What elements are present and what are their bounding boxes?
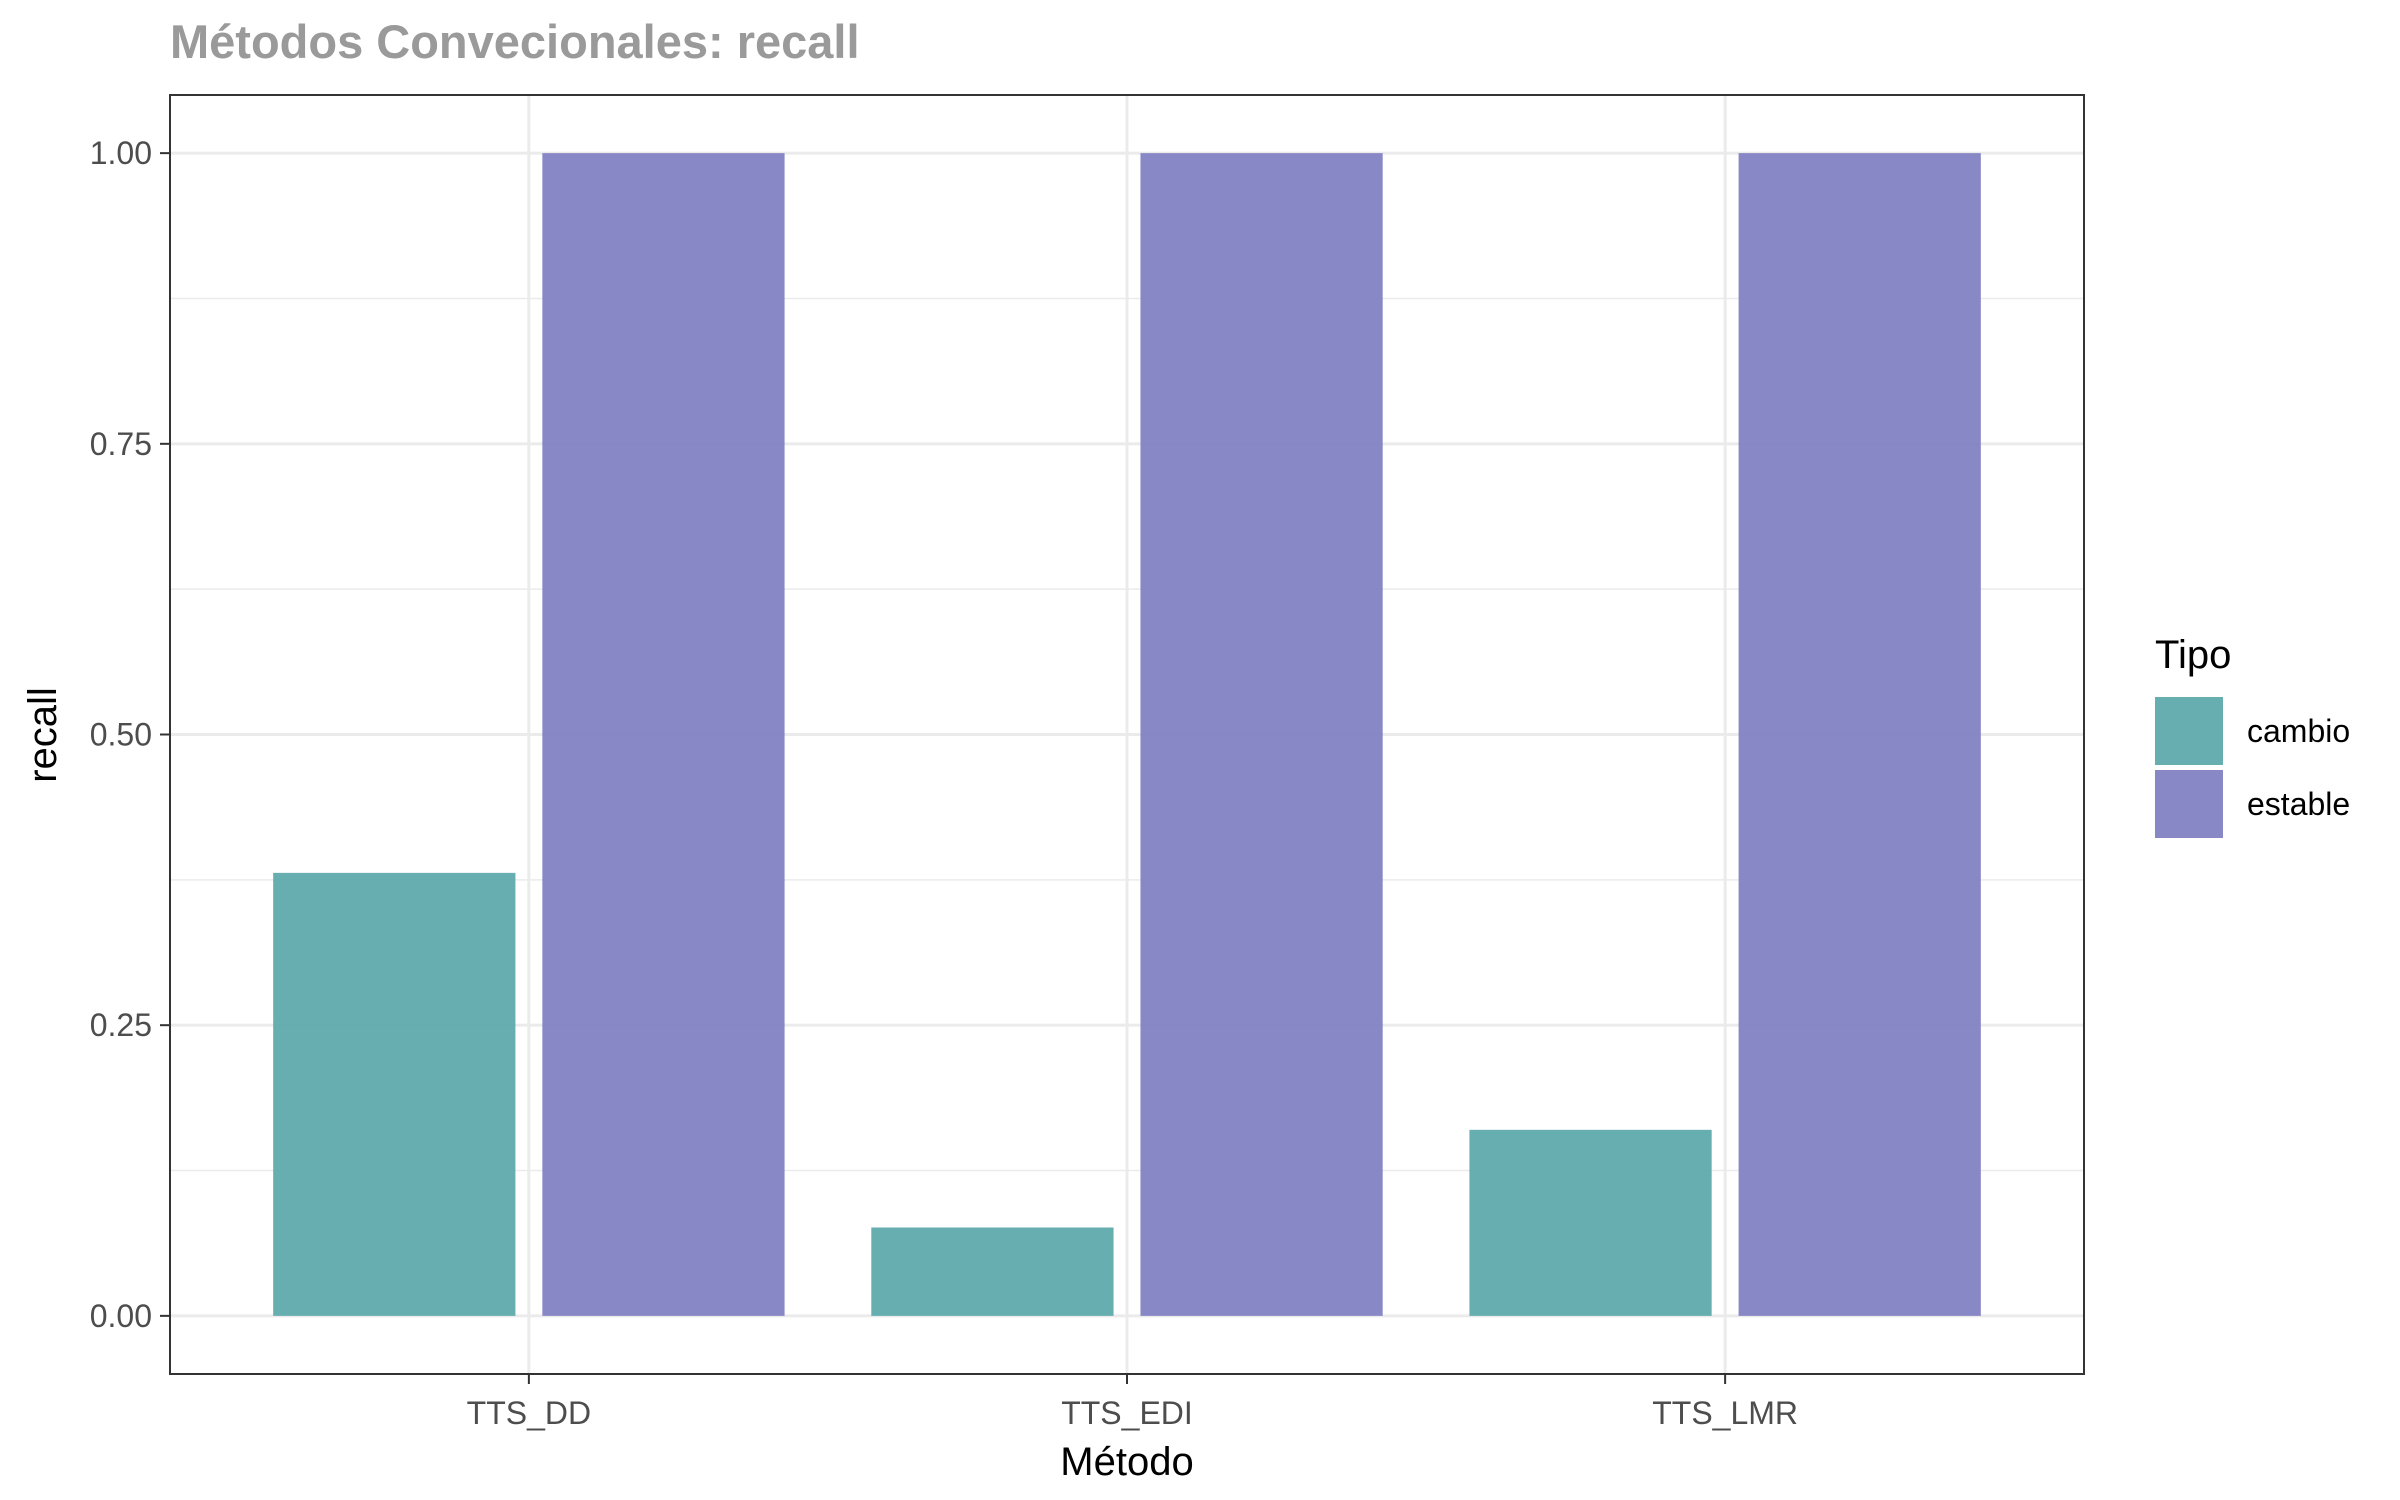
bar-cambio-tts_lmr (1469, 1129, 1712, 1316)
x-axis-title: Método (1060, 1440, 1193, 1484)
legend-label-cambio: cambio (2247, 713, 2350, 749)
y-tick-label: 0.50 (90, 717, 152, 753)
y-tick-label: 0.00 (90, 1298, 152, 1334)
legend-key-cambio (2155, 697, 2223, 765)
legend-label-estable: estable (2247, 786, 2350, 822)
chart-title: Métodos Convecionales: recall (170, 15, 860, 68)
y-tick-label: 0.25 (90, 1007, 152, 1043)
bar-estable-tts_lmr (1738, 153, 1981, 1316)
x-tick-label: TTS_DD (467, 1395, 591, 1431)
y-tick-label: 0.75 (90, 426, 152, 462)
y-axis-title: recall (21, 687, 65, 783)
axis-layer: 0.00 0.25 0.50 0.75 1.00 TTS_DD TTS_EDI TTS_LMR (90, 135, 1798, 1431)
x-tick-label: TTS_LMR (1652, 1395, 1798, 1431)
legend: Tipo cambio estable (2155, 633, 2350, 838)
bar-estable-tts_edi (1140, 153, 1383, 1316)
legend-title: Tipo (2155, 633, 2231, 677)
bar-estable-tts_dd (542, 153, 785, 1316)
x-tick-label: TTS_EDI (1061, 1395, 1193, 1431)
bar-layer (273, 153, 1981, 1316)
bar-cambio-tts_dd (273, 872, 516, 1316)
bar-cambio-tts_edi (871, 1227, 1114, 1316)
y-tick-label: 1.00 (90, 135, 152, 171)
legend-key-estable (2155, 770, 2223, 838)
